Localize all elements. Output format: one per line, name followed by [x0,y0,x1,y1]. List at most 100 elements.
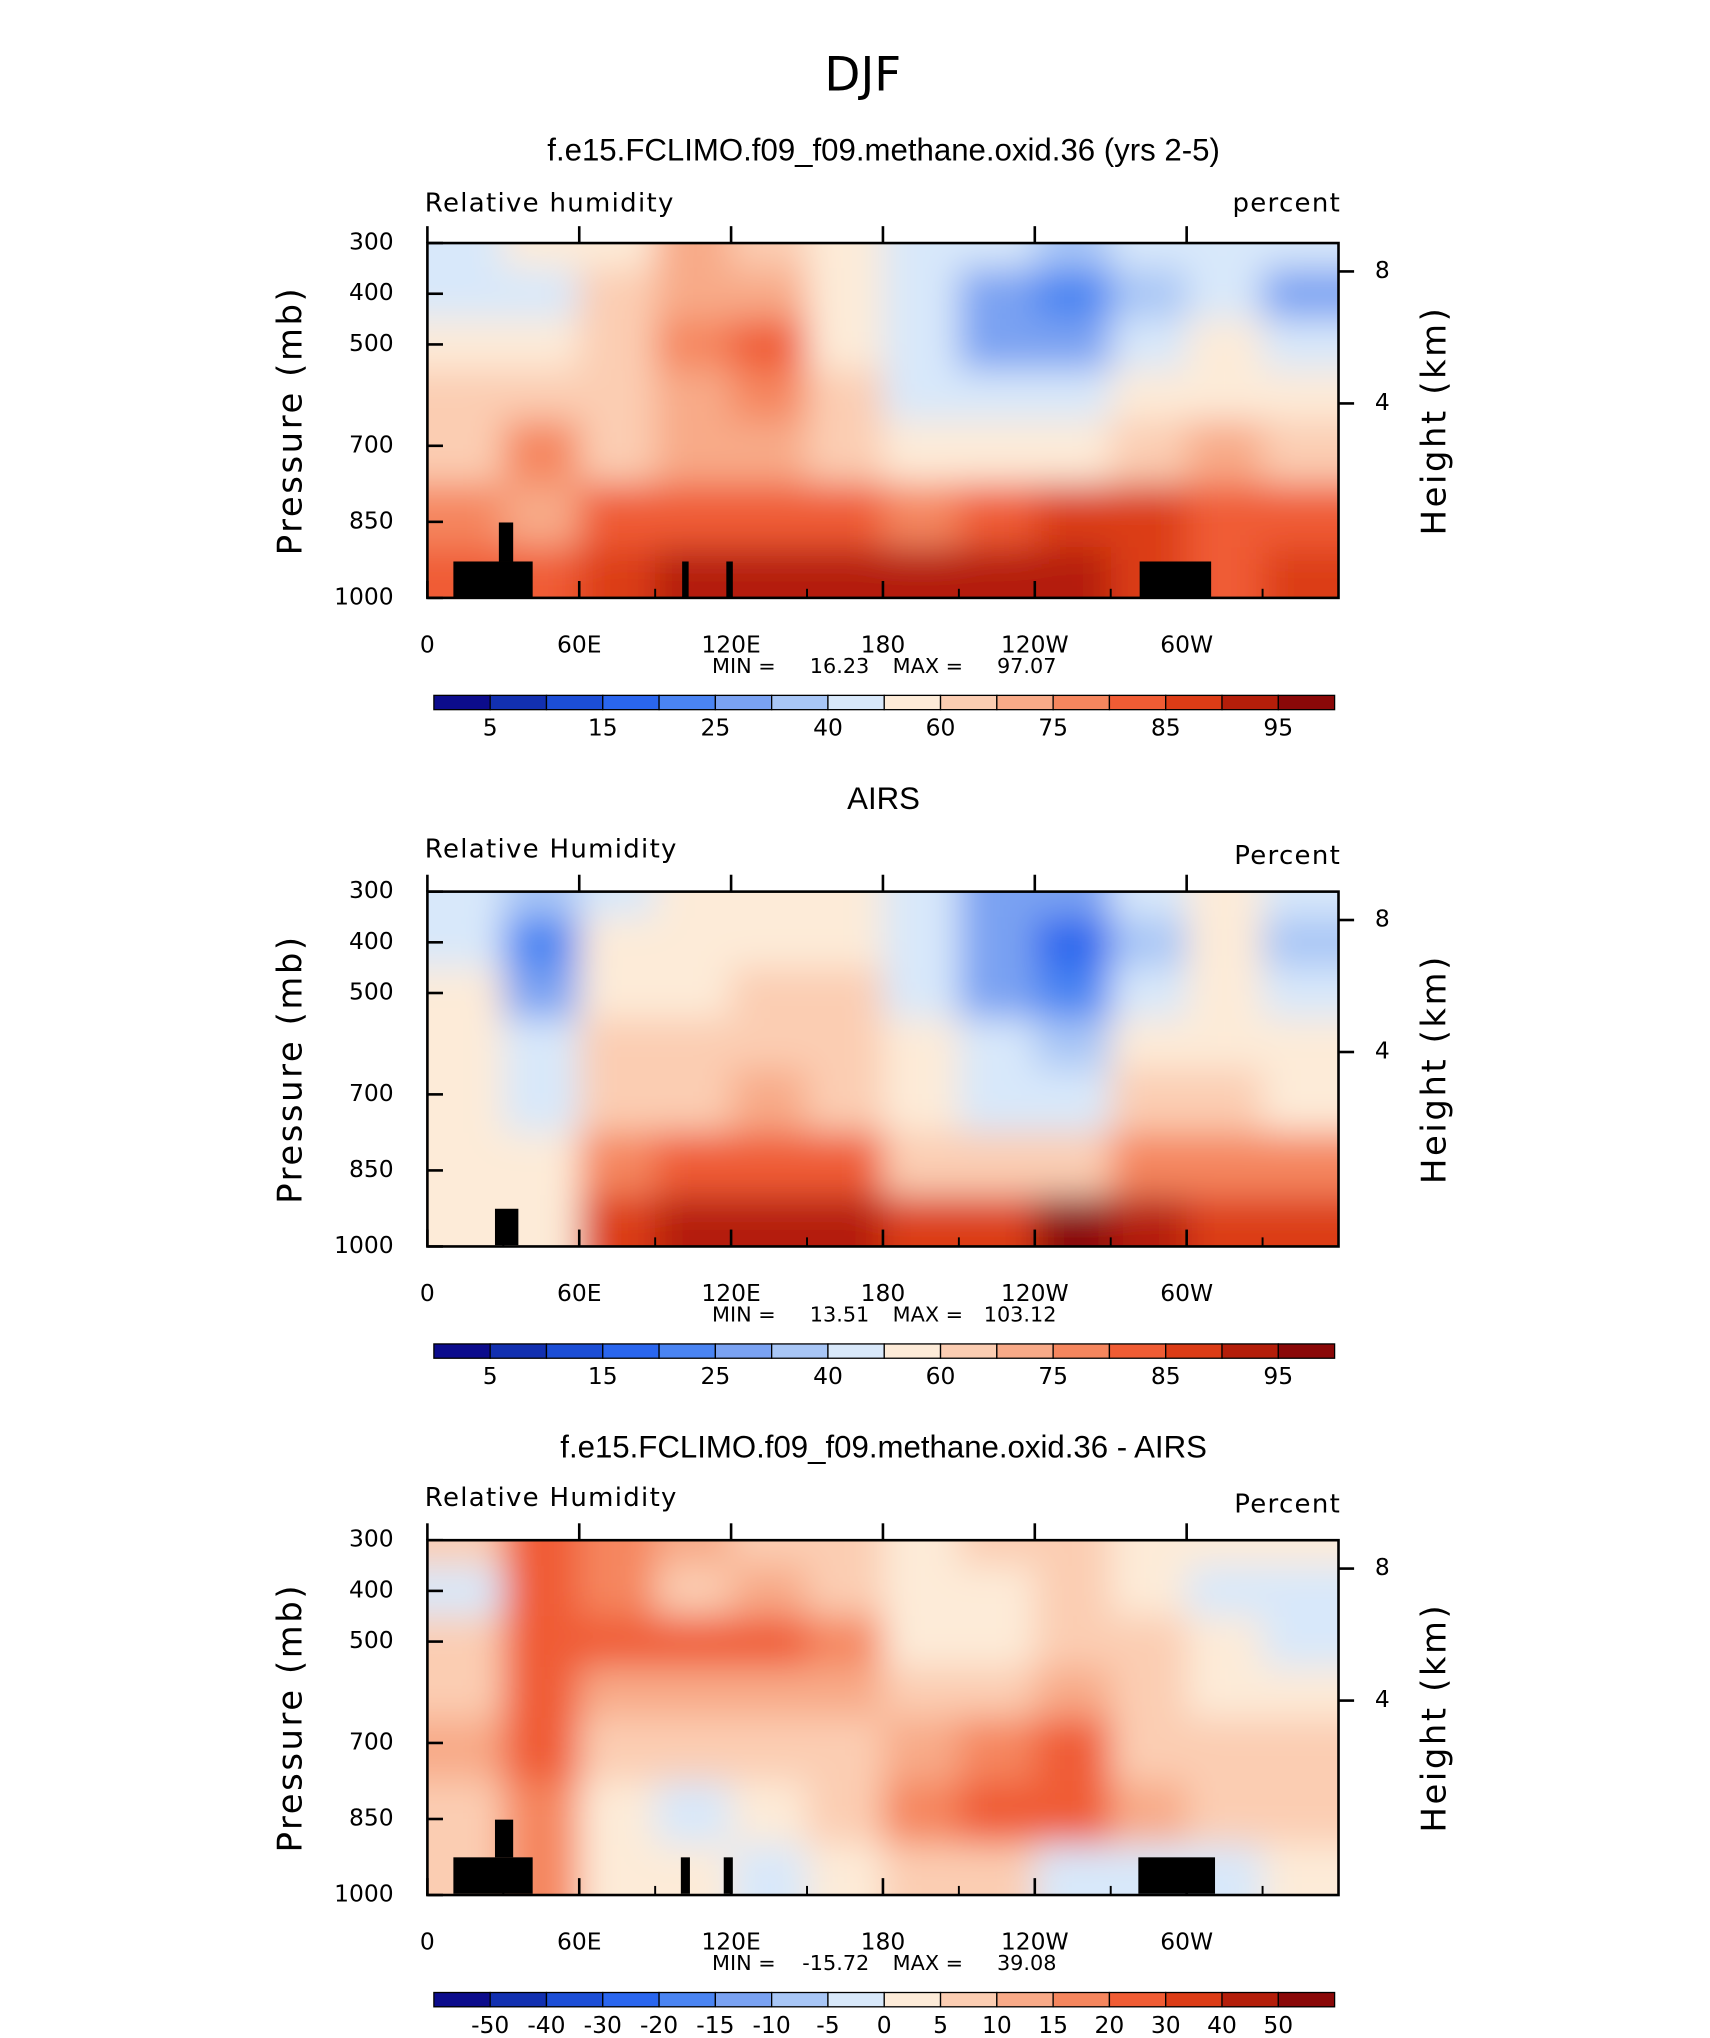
colorbar-box [939,1991,998,2008]
contour-cell [731,891,808,918]
right-label: Percent [1234,1490,1341,1520]
contour-cell [1034,420,1112,485]
contour-cell [1034,1540,1112,1567]
contour-cell [503,1780,580,1845]
land-mask [723,1857,733,1894]
contour-cell [1110,916,1188,969]
colorbar-box [714,1991,773,2008]
contour-cell [1186,1666,1264,1719]
contour-cell [655,1666,732,1719]
contour-cell [579,1780,656,1845]
contour-cell [958,369,1036,422]
contour-cell [1262,483,1339,548]
contour-cell [427,1780,504,1845]
contour-cell [503,369,580,422]
contour-cell [427,1666,504,1719]
contour-cell [427,1195,504,1247]
contour-cell [1262,369,1339,422]
contour-cell [1034,243,1112,270]
contour-cell [882,243,960,270]
contour-cell [1186,1540,1264,1567]
contour-cell [503,1069,580,1134]
contour-cell [1186,916,1264,969]
contour-cell [1034,916,1112,969]
land-mask [453,1857,533,1894]
min-value: 13.51 [810,1302,869,1326]
land-mask [494,1819,514,1858]
contour-cell [579,1069,656,1134]
contour-cell [579,319,656,371]
contour-cell [882,1195,960,1247]
y-tick-label: 850 [349,506,394,534]
contour-cell [427,243,504,270]
y-tick-label: 700 [349,1727,394,1755]
contour-cell [1262,420,1339,485]
contour-cell [1186,1018,1264,1070]
contour-cell [427,1717,504,1782]
colorbar-label: 20 [1095,2011,1125,2038]
contour-cell [579,1132,656,1197]
colorbar-label: 40 [813,1362,843,1390]
contour-cell [807,483,884,548]
y-tick-label: 700 [349,1079,394,1107]
contour-cell [1110,1069,1188,1134]
colorbar-label: 15 [588,1362,618,1390]
colorbar-box [602,1991,660,2008]
colorbar-box [996,1991,1054,2008]
contour-cell [958,1844,1036,1896]
contour-cell [1110,967,1188,1019]
contour-cell [731,1018,808,1070]
contour-cell [1262,243,1339,270]
colorbar-label: 75 [1038,714,1068,742]
colorbar-box [771,1343,829,1359]
contour-cell [503,319,580,371]
contour-cell [807,1132,884,1197]
contour-cell [503,967,580,1019]
contour-cell [1262,1717,1339,1782]
plot-area [427,1540,1339,1896]
contour-cell [807,1844,884,1896]
contour-cell [503,1616,580,1668]
x-tick-label: 180 [861,1279,906,1307]
contour-cell [1262,319,1339,371]
colorbar-box [1052,694,1111,711]
contour-cell [807,1069,884,1134]
contour-cell [1034,1565,1112,1617]
colorbar-box [545,1991,604,2008]
contour-cell [882,1565,960,1617]
contour-cell [882,1616,960,1668]
x-tick-label: 60W [1160,630,1213,658]
colorbar-label: 30 [1151,2011,1181,2038]
contour-cell [731,1069,808,1134]
min-value: 16.23 [810,654,869,678]
contour-cell [655,967,732,1019]
colorbar-label: 95 [1263,1362,1293,1390]
contour-cell [1110,891,1188,918]
contour-cell [1034,891,1112,918]
colorbar-box [714,694,773,711]
colorbar-box [433,1991,491,2008]
contour-cell [1262,1195,1339,1247]
contour-cell [731,268,808,320]
y-tick-label: 300 [349,1525,394,1553]
contour-cell [958,1018,1036,1070]
contour-cell [579,891,656,918]
contour-cell [1110,1540,1188,1567]
contour-cell [882,369,960,422]
max-value: 39.08 [997,1951,1056,1975]
contour-cell [579,1844,656,1896]
contour-cell [807,1717,884,1782]
x-tick-label: 0 [420,1279,435,1307]
contour-cell [1034,319,1112,371]
colorbar-label: -15 [696,2011,734,2038]
colorbar-label: 25 [700,1362,730,1390]
colorbar-box [939,694,998,711]
colorbar-box [1277,694,1336,711]
contour-cell [958,1780,1036,1845]
contour-cell [807,243,884,270]
contour-cell [579,420,656,485]
contour-cell [427,1018,504,1070]
contour-cell [958,1565,1036,1617]
contour-cell [1262,268,1339,320]
contour-cell [807,369,884,422]
